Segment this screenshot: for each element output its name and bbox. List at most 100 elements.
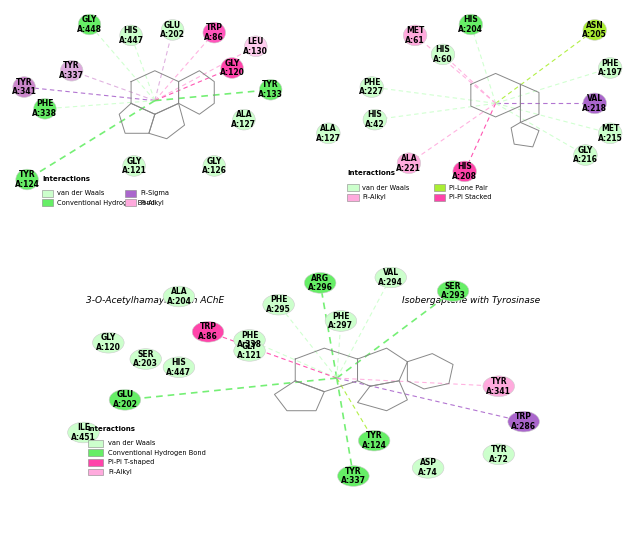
Circle shape [599, 58, 622, 78]
Text: SER
A:203: SER A:203 [133, 350, 158, 368]
Circle shape [483, 376, 514, 397]
Circle shape [161, 20, 184, 40]
Text: ARG
A:296: ARG A:296 [308, 274, 332, 292]
Text: Pi-Alkyl: Pi-Alkyl [363, 194, 386, 200]
Text: LEU
A:130: LEU A:130 [243, 37, 268, 55]
Circle shape [130, 349, 162, 369]
Circle shape [337, 466, 369, 486]
Circle shape [358, 430, 390, 451]
Circle shape [360, 77, 384, 97]
Text: HIS
A:447: HIS A:447 [119, 26, 143, 45]
Text: HIS
A:208: HIS A:208 [452, 162, 477, 181]
Circle shape [583, 93, 607, 114]
Bar [42, 190, 53, 196]
Circle shape [13, 77, 35, 97]
Bar [88, 468, 104, 475]
Text: TYR
A:341: TYR A:341 [12, 78, 37, 96]
Text: PHE
A:338: PHE A:338 [32, 100, 58, 118]
Bar [88, 449, 104, 456]
Text: TYR
A:341: TYR A:341 [486, 377, 511, 395]
Circle shape [325, 311, 356, 331]
Text: PHE
A:295: PHE A:295 [266, 295, 291, 314]
Circle shape [234, 341, 265, 361]
Circle shape [78, 14, 100, 35]
Text: MET
A:61: MET A:61 [405, 26, 425, 45]
Bar [347, 194, 359, 201]
Circle shape [92, 332, 124, 353]
Text: Conventional Hydrogen Bond: Conventional Hydrogen Bond [108, 450, 206, 456]
Circle shape [221, 58, 243, 78]
Circle shape [68, 422, 99, 443]
Circle shape [431, 44, 455, 65]
Text: Pi-Alkyl: Pi-Alkyl [108, 469, 132, 475]
Text: TYR
A:124: TYR A:124 [15, 170, 40, 189]
Text: TRP
A:86: TRP A:86 [204, 23, 224, 42]
Text: ALA
A:127: ALA A:127 [316, 124, 341, 143]
Text: GLU
A:202: GLU A:202 [112, 391, 137, 409]
Text: GLY
A:120: GLY A:120 [96, 333, 121, 352]
Bar [434, 194, 446, 201]
Text: VAL
A:218: VAL A:218 [582, 94, 607, 113]
Circle shape [120, 25, 142, 46]
Text: GLY
A:216: GLY A:216 [573, 146, 598, 164]
Circle shape [574, 145, 597, 165]
Circle shape [412, 458, 444, 478]
Text: ALA
A:221: ALA A:221 [396, 154, 422, 172]
Bar [125, 199, 137, 206]
Text: Pi-Alkyl: Pi-Alkyl [140, 200, 164, 206]
Circle shape [317, 123, 340, 144]
Text: TYR
A:337: TYR A:337 [59, 61, 84, 80]
Text: GLU
A:202: GLU A:202 [161, 21, 185, 39]
Text: Pi-Sigma: Pi-Sigma [140, 190, 169, 196]
Text: Isobergaptene with Tyrosinase: Isobergaptene with Tyrosinase [402, 296, 540, 306]
Circle shape [16, 169, 39, 190]
Circle shape [33, 98, 56, 119]
Text: Interactions: Interactions [42, 176, 90, 182]
Text: TYR
A:133: TYR A:133 [258, 81, 283, 99]
Circle shape [123, 156, 145, 176]
Text: VAL
A:294: VAL A:294 [379, 268, 403, 287]
Circle shape [234, 330, 265, 350]
Bar [347, 184, 359, 191]
Circle shape [375, 267, 406, 288]
Text: TYR
A:124: TYR A:124 [362, 431, 387, 450]
Text: TYR
A:337: TYR A:337 [341, 467, 366, 485]
Text: van der Waals: van der Waals [363, 184, 410, 191]
Text: MET
A:215: MET A:215 [598, 124, 623, 143]
Circle shape [163, 357, 195, 378]
Circle shape [203, 156, 226, 176]
Text: 3-O-Acetylhamayne with AChE: 3-O-Acetylhamayne with AChE [86, 296, 224, 306]
Text: TRP
A:86: TRP A:86 [198, 323, 218, 341]
Text: TRP
A:286: TRP A:286 [511, 412, 536, 431]
Text: GLY
A:126: GLY A:126 [202, 157, 227, 175]
Text: SER
A:293: SER A:293 [441, 282, 466, 300]
Circle shape [263, 294, 295, 315]
Text: TYR
A:72: TYR A:72 [489, 445, 509, 463]
Text: Interactions: Interactions [347, 170, 395, 176]
Circle shape [459, 14, 483, 35]
Text: ALA
A:127: ALA A:127 [231, 110, 257, 129]
Circle shape [599, 123, 622, 144]
Text: GLY
A:121: GLY A:121 [237, 342, 262, 360]
Circle shape [305, 273, 336, 293]
Circle shape [483, 444, 514, 465]
Circle shape [583, 20, 607, 40]
Circle shape [163, 286, 195, 307]
Text: Pi-Pi T-shaped: Pi-Pi T-shaped [108, 459, 155, 466]
Text: HIS
A:60: HIS A:60 [433, 45, 453, 64]
Text: van der Waals: van der Waals [108, 440, 155, 447]
Circle shape [403, 25, 427, 46]
Circle shape [61, 60, 83, 81]
Text: PHE
A:227: PHE A:227 [359, 78, 384, 96]
Bar [42, 199, 53, 206]
Text: ILE
A:451: ILE A:451 [71, 423, 96, 442]
Text: Interactions: Interactions [88, 426, 136, 432]
Circle shape [192, 322, 224, 342]
Text: HIS
A:204: HIS A:204 [458, 15, 483, 34]
Text: Pi-Pi Stacked: Pi-Pi Stacked [449, 194, 492, 200]
Text: PHE
A:297: PHE A:297 [329, 312, 353, 330]
Text: GLY
A:448: GLY A:448 [77, 15, 102, 34]
Text: ASN
A:205: ASN A:205 [582, 21, 607, 39]
Circle shape [397, 153, 421, 174]
Bar [125, 190, 137, 196]
